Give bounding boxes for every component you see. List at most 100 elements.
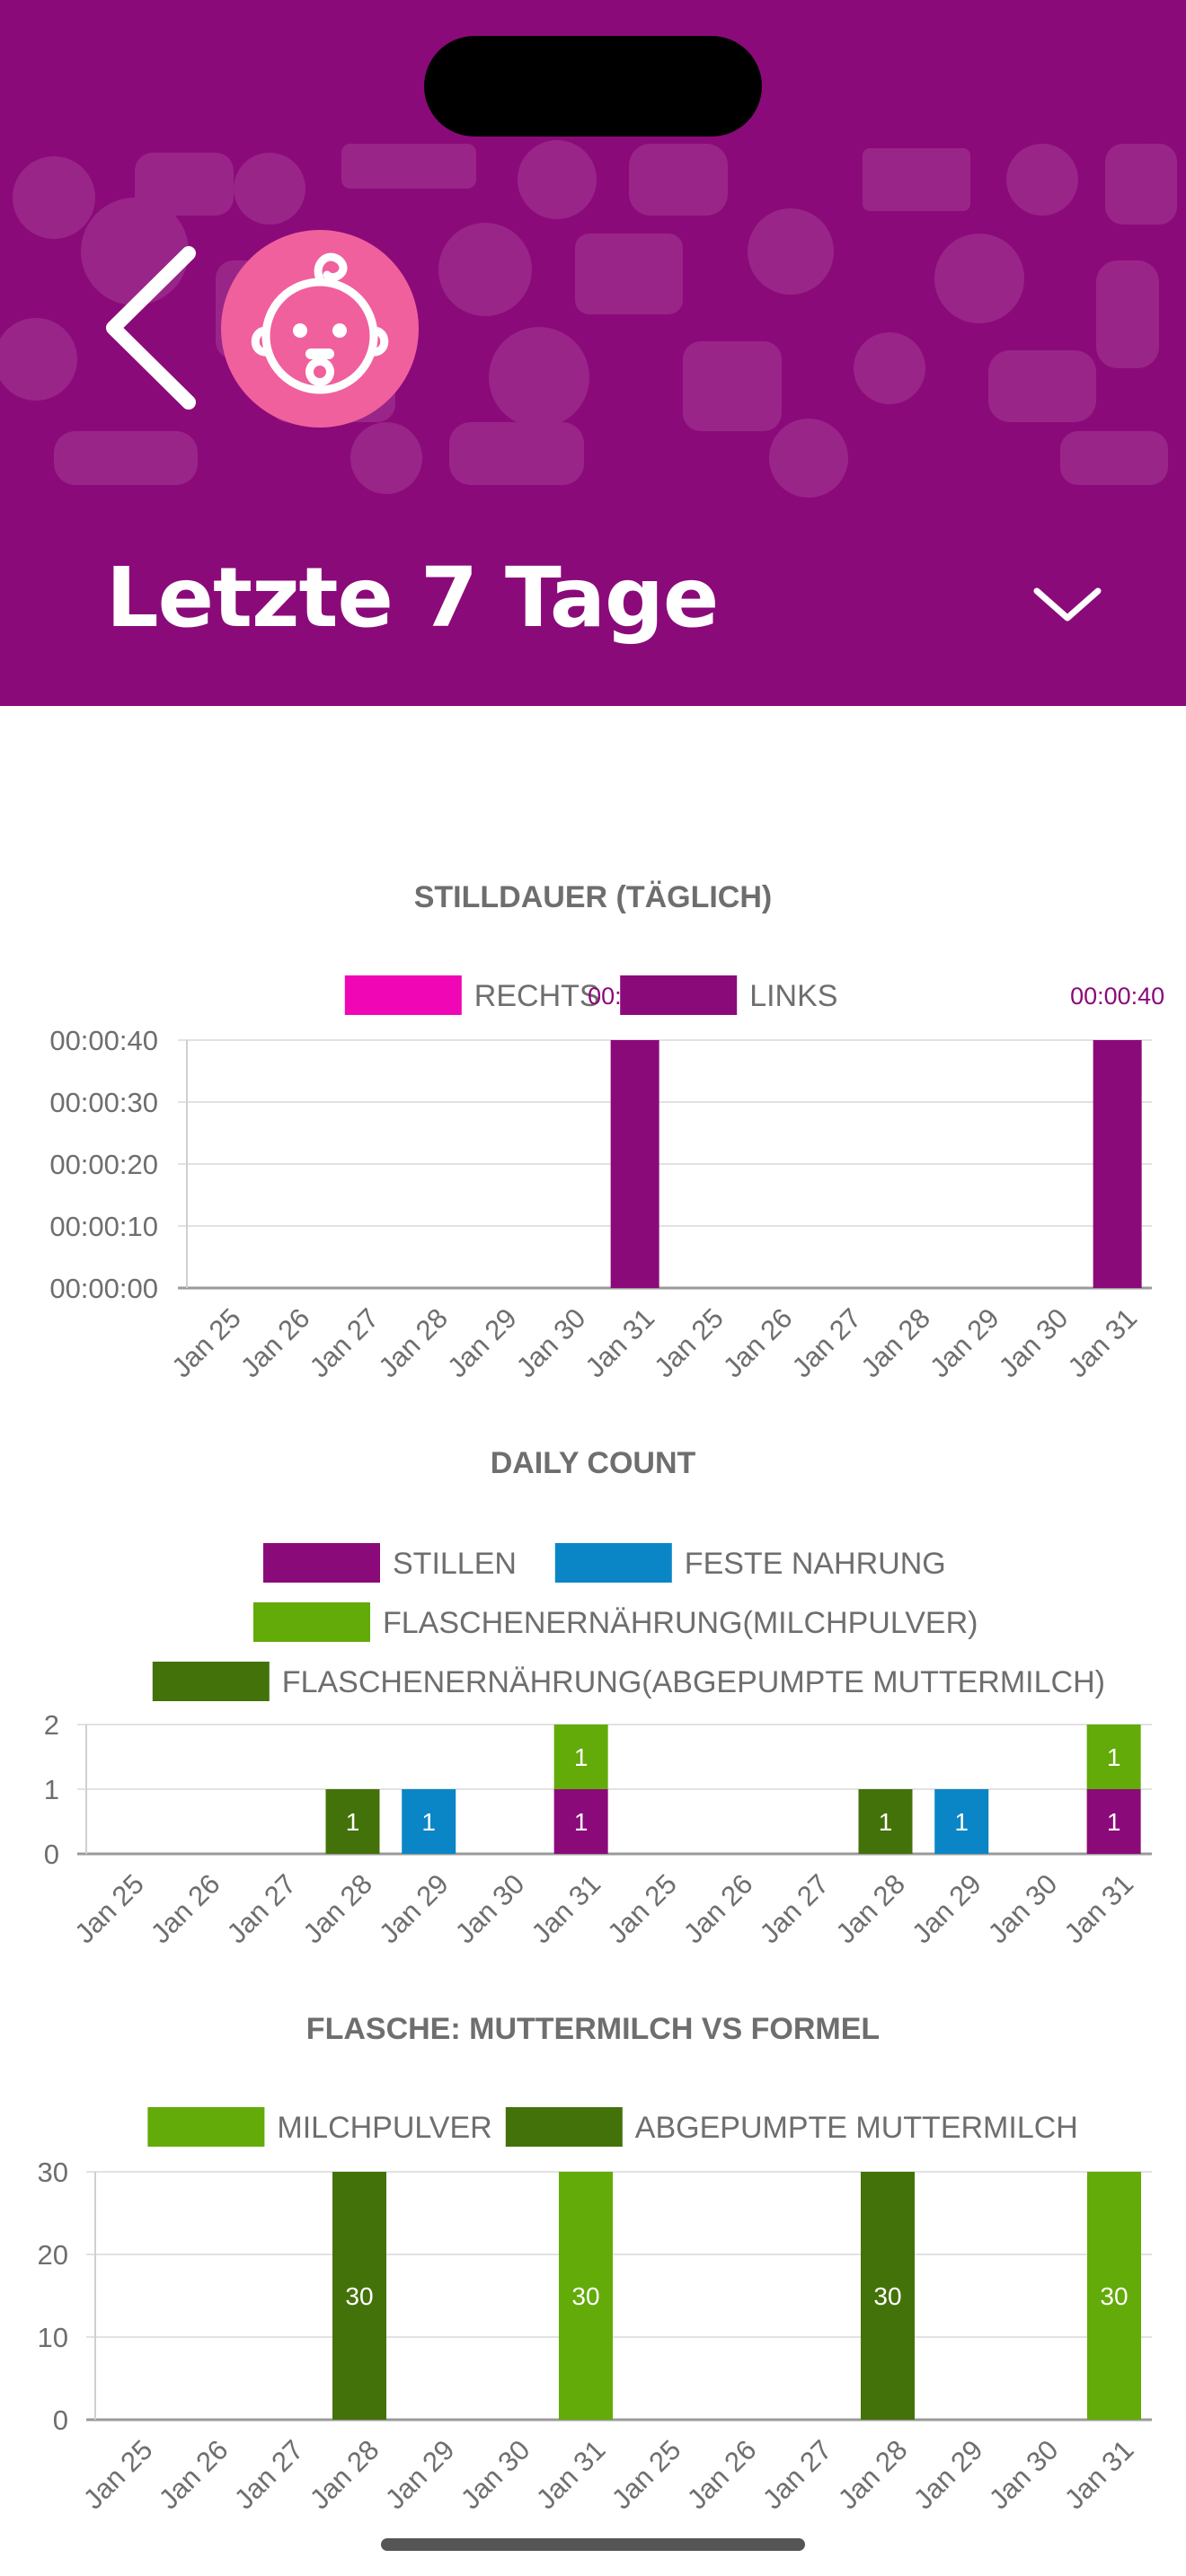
bottle-milk-vs-formula-chart: FLASCHE: MUTTERMILCH VS FORMEL MILCHPULVE… xyxy=(38,2012,1152,2516)
x-tick-label: Jan 29 xyxy=(441,1302,523,1384)
baby-pattern-background xyxy=(0,140,1177,498)
legend-item[interactable]: FESTE NAHRUNG xyxy=(554,1543,946,1583)
x-tick-label: Jan 26 xyxy=(681,2434,763,2516)
bar[interactable] xyxy=(553,1725,608,1789)
bar[interactable] xyxy=(332,2172,386,2420)
bar-value-label: 1 xyxy=(879,1808,893,1836)
legend-label: ABGEPUMPTE MUTTERMILCH xyxy=(635,2111,1078,2145)
chart-title: DAILY COUNT xyxy=(491,1446,696,1480)
x-tick-label: Jan 27 xyxy=(228,2434,310,2516)
legend-swatch xyxy=(152,1662,270,1701)
x-tick-label: Jan 30 xyxy=(983,2434,1065,2516)
x-tick-label: Jan 25 xyxy=(68,1868,150,1950)
bar-value-label: 30 xyxy=(345,2282,373,2310)
x-tick-label: Jan 26 xyxy=(145,1868,226,1950)
x-tick-label: Jan 28 xyxy=(304,2434,385,2516)
x-tick-label: Jan 31 xyxy=(1058,2434,1140,2516)
x-tick-label: Jan 25 xyxy=(165,1302,247,1384)
bar[interactable] xyxy=(610,1040,659,1288)
bar-value-label: 00:00:40 xyxy=(588,983,682,1010)
x-tick-label: Jan 28 xyxy=(372,1302,454,1384)
baby-face-icon xyxy=(251,252,389,394)
x-tick-label: Jan 29 xyxy=(924,1302,1005,1384)
y-tick-label: 00:00:10 xyxy=(49,1211,158,1242)
x-tick-label: Jan 28 xyxy=(854,1302,936,1384)
x-tick-label: Jan 26 xyxy=(235,1302,316,1384)
x-tick-label: Jan 25 xyxy=(606,2434,687,2516)
x-tick-label: Jan 29 xyxy=(379,2434,461,2516)
x-tick-label: Jan 28 xyxy=(829,1868,911,1950)
x-tick-label: Jan 31 xyxy=(526,1868,607,1950)
daily-count-chart: DAILY COUNT STILLEN FESTE NAHRUNG FLASCHENE… xyxy=(44,1446,1152,1950)
bar-value-label: 1 xyxy=(421,1808,436,1836)
bar[interactable] xyxy=(934,1789,989,1854)
bar[interactable] xyxy=(1087,2172,1141,2420)
legend-item[interactable]: FLASCHENERNÄHRUNG(MILCHPULVER) xyxy=(253,1602,978,1642)
x-tick-label: Jan 29 xyxy=(907,2434,989,2516)
bar[interactable] xyxy=(1086,1725,1141,1789)
legend-item[interactable]: RECHTS xyxy=(344,975,600,1015)
y-tick-label: 30 xyxy=(38,2157,68,2188)
y-tick-label: 00:00:00 xyxy=(49,1273,158,1304)
bar[interactable] xyxy=(559,2172,613,2420)
bar[interactable] xyxy=(1086,1789,1141,1854)
chevron-left-icon xyxy=(106,246,196,410)
legend-item[interactable]: MILCHPULVER xyxy=(147,2107,492,2147)
bar-value-label: 30 xyxy=(1100,2282,1128,2310)
legend-label: FESTE NAHRUNG xyxy=(685,1547,946,1581)
x-tick-label: Jan 30 xyxy=(455,2434,536,2516)
y-tick-label: 10 xyxy=(38,2322,68,2353)
bar-value-label: 30 xyxy=(571,2282,599,2310)
x-tick-label: Jan 27 xyxy=(757,2434,838,2516)
legend-swatch xyxy=(344,975,462,1015)
x-tick-label: Jan 28 xyxy=(832,2434,914,2516)
legend-swatch xyxy=(147,2107,265,2147)
legend-swatch xyxy=(253,1602,370,1642)
y-tick-label: 00:00:40 xyxy=(49,1025,158,1056)
baby-avatar[interactable] xyxy=(221,230,419,428)
x-tick-label: Jan 29 xyxy=(373,1868,455,1950)
legend-label: MILCHPULVER xyxy=(277,2111,491,2145)
x-tick-label: Jan 27 xyxy=(786,1302,868,1384)
x-tick-label: Jan 30 xyxy=(993,1302,1075,1384)
home-indicator xyxy=(381,2538,805,2551)
legend-swatch xyxy=(554,1543,672,1583)
page-title: Letzte 7 Tage xyxy=(106,550,719,646)
bar[interactable] xyxy=(325,1789,380,1854)
legend-item[interactable]: FLASCHENERNÄHRUNG(ABGEPUMPTE MUTTERMILCH… xyxy=(152,1662,1105,1701)
breastfeeding-duration-chart: STILLDAUER (TÄGLICH) RECHTS LINKS 00:00:00 0… xyxy=(49,880,1164,1384)
legend-swatch xyxy=(263,1543,380,1583)
legend-label: FLASCHENERNÄHRUNG(ABGEPUMPTE MUTTERMILCH… xyxy=(282,1665,1105,1699)
legend-swatch xyxy=(505,2107,623,2147)
x-tick-label: Jan 28 xyxy=(296,1868,378,1950)
y-tick-label: 20 xyxy=(38,2239,68,2271)
bar[interactable] xyxy=(1093,1040,1142,1288)
x-tick-label: Jan 27 xyxy=(754,1868,836,1950)
x-tick-label: Jan 26 xyxy=(717,1302,799,1384)
x-tick-label: Jan 29 xyxy=(906,1868,987,1950)
legend-label: STILLEN xyxy=(393,1547,517,1581)
x-tick-label: Jan 25 xyxy=(601,1868,683,1950)
y-tick-label: 1 xyxy=(44,1774,59,1805)
bar-value-label: 1 xyxy=(954,1808,969,1836)
legend-item[interactable]: STILLEN xyxy=(263,1543,517,1583)
x-tick-label: Jan 25 xyxy=(648,1302,730,1384)
period-dropdown[interactable] xyxy=(1030,582,1105,627)
legend-item[interactable]: ABGEPUMPTE MUTTERMILCH xyxy=(505,2107,1078,2147)
bar[interactable] xyxy=(861,2172,915,2420)
back-button[interactable] xyxy=(99,243,207,413)
x-tick-label: Jan 27 xyxy=(304,1302,385,1384)
bar[interactable] xyxy=(858,1789,913,1854)
y-tick-label: 0 xyxy=(53,2404,68,2436)
y-tick-label: 0 xyxy=(44,1839,59,1870)
app-header: Letzte 7 Tage xyxy=(0,0,1186,706)
bar[interactable] xyxy=(402,1789,456,1854)
x-tick-label: Jan 30 xyxy=(510,1302,592,1384)
x-tick-label: Jan 31 xyxy=(580,1302,661,1384)
x-tick-label: Jan 25 xyxy=(77,2434,159,2516)
legend-item[interactable]: LINKS xyxy=(620,975,837,1015)
bar-value-label: 00:00:40 xyxy=(1070,983,1164,1010)
bar-value-label: 1 xyxy=(574,1808,589,1836)
bar[interactable] xyxy=(553,1789,608,1854)
x-tick-label: Jan 26 xyxy=(677,1868,759,1950)
